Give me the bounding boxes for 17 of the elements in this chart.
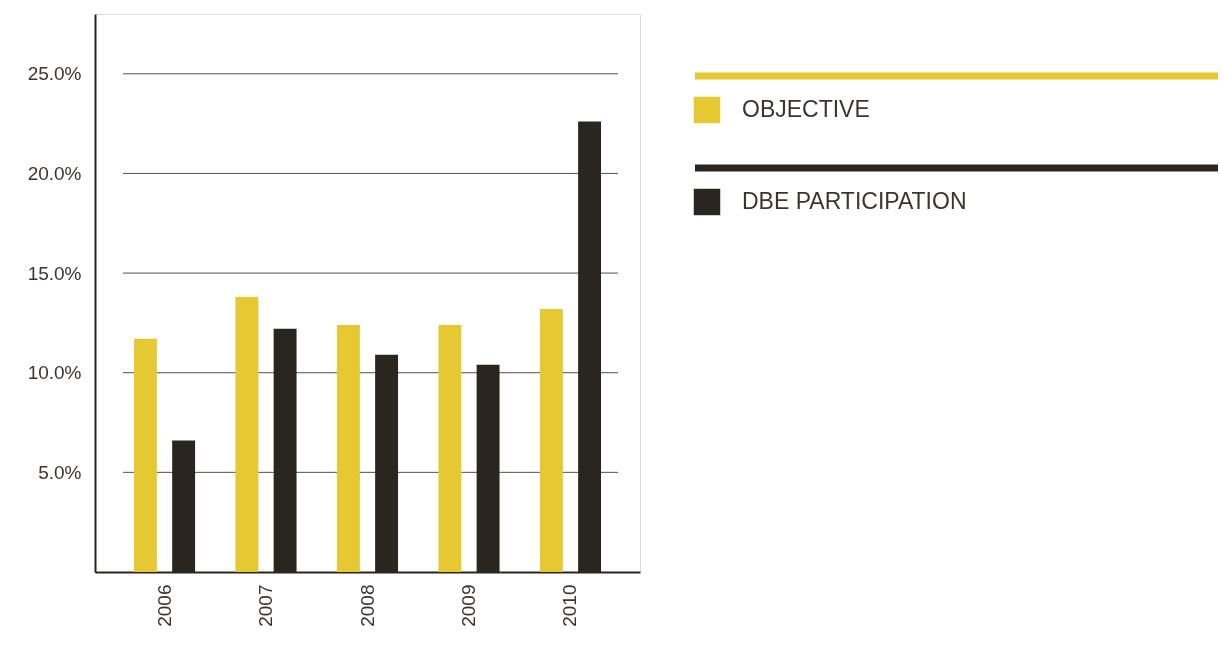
- x-tick-label: 2009: [457, 584, 479, 627]
- x-tick-label: 2008: [356, 584, 378, 627]
- bar: [133, 338, 157, 572]
- x-tick-label: 2006: [153, 584, 175, 627]
- y-tick-label: 25.0%: [27, 63, 82, 85]
- bar: [438, 324, 462, 572]
- x-tick-label: 2010: [559, 584, 581, 627]
- bar: [539, 308, 563, 572]
- legend-label: OBJECTIVE: [742, 96, 870, 122]
- legend-label: DBE PARTICIPATION: [742, 188, 967, 214]
- y-tick-label: 15.0%: [27, 262, 82, 284]
- bar: [336, 324, 360, 572]
- y-tick-label: 20.0%: [27, 162, 82, 184]
- y-tick-label: 10.0%: [27, 362, 82, 384]
- bar: [235, 296, 259, 572]
- x-tick-label: 2007: [255, 584, 277, 627]
- y-tick-label: 5.0%: [38, 461, 82, 483]
